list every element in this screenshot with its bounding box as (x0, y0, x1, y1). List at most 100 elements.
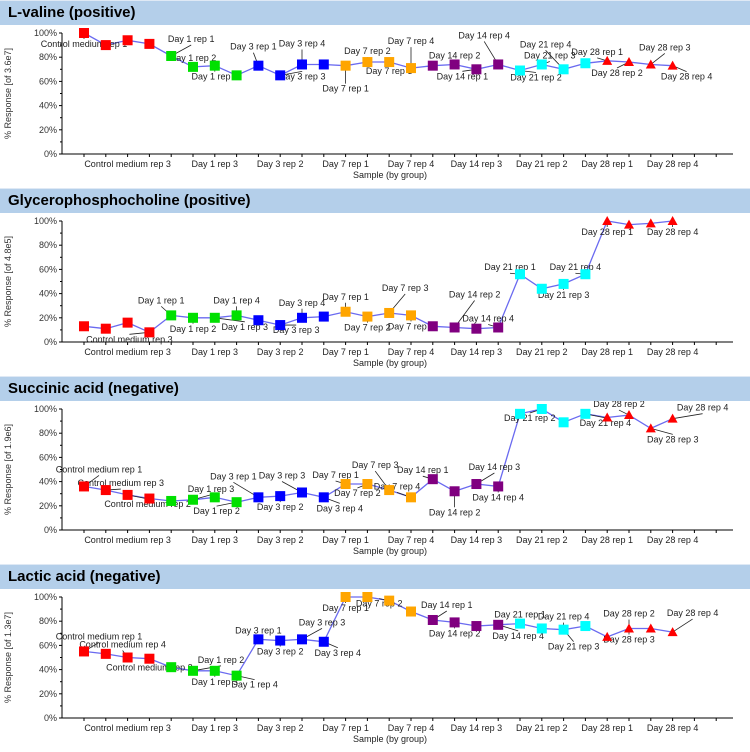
data-point-triangle[interactable] (624, 410, 634, 420)
data-point-triangle[interactable] (602, 412, 613, 422)
data-point-square[interactable] (362, 592, 373, 602)
data-point-square[interactable] (275, 491, 286, 502)
data-point-square[interactable] (362, 57, 373, 68)
data-point-square[interactable] (122, 35, 133, 46)
data-point-square[interactable] (253, 634, 264, 645)
data-point-square[interactable] (297, 312, 307, 323)
data-point-square[interactable] (297, 634, 307, 645)
data-point-square[interactable] (406, 606, 416, 617)
data-point-triangle[interactable] (645, 423, 656, 433)
data-point-square[interactable] (188, 61, 198, 72)
data-point-square[interactable] (166, 50, 177, 61)
data-point-square[interactable] (144, 327, 155, 338)
data-point-square[interactable] (536, 404, 547, 414)
data-point-square[interactable] (79, 28, 89, 38)
data-point-square[interactable] (209, 60, 220, 71)
data-point-triangle[interactable] (602, 55, 613, 65)
data-point-square[interactable] (580, 408, 591, 419)
data-point-square[interactable] (449, 59, 460, 70)
data-point-square[interactable] (580, 621, 591, 632)
data-point-triangle[interactable] (645, 218, 656, 228)
data-point-square[interactable] (515, 618, 525, 629)
data-point-square[interactable] (318, 311, 329, 322)
data-point-square[interactable] (340, 592, 351, 602)
data-point-square[interactable] (384, 595, 395, 606)
data-point-square[interactable] (297, 59, 307, 70)
data-point-square[interactable] (536, 283, 547, 294)
data-point-square[interactable] (188, 665, 198, 676)
data-point-square[interactable] (384, 57, 395, 68)
data-point-square[interactable] (253, 60, 264, 71)
data-point-square[interactable] (275, 635, 286, 646)
data-point-square[interactable] (79, 481, 89, 492)
data-point-square[interactable] (493, 322, 504, 333)
data-point-triangle[interactable] (667, 216, 678, 225)
data-point-triangle[interactable] (624, 623, 634, 633)
data-point-square[interactable] (471, 479, 482, 490)
data-point-square[interactable] (253, 315, 264, 326)
data-point-square[interactable] (471, 323, 482, 334)
data-point-square[interactable] (231, 310, 242, 321)
data-point-square[interactable] (493, 619, 504, 630)
data-point-square[interactable] (100, 40, 111, 51)
data-point-square[interactable] (427, 321, 438, 332)
data-point-square[interactable] (340, 306, 351, 317)
data-point-square[interactable] (188, 494, 198, 505)
data-point-square[interactable] (384, 485, 395, 496)
data-point-square[interactable] (536, 623, 547, 634)
data-point-square[interactable] (493, 481, 504, 492)
data-point-square[interactable] (79, 646, 89, 657)
data-point-square[interactable] (318, 492, 329, 503)
data-point-square[interactable] (79, 321, 89, 332)
data-point-square[interactable] (536, 59, 547, 70)
data-point-square[interactable] (558, 64, 569, 75)
data-point-square[interactable] (209, 492, 220, 503)
data-point-square[interactable] (100, 323, 111, 334)
data-point-square[interactable] (471, 64, 482, 75)
data-point-square[interactable] (406, 492, 416, 503)
data-point-square[interactable] (558, 278, 569, 289)
data-point-triangle[interactable] (624, 219, 634, 229)
data-point-square[interactable] (580, 58, 591, 69)
data-point-square[interactable] (558, 417, 569, 428)
data-point-square[interactable] (275, 320, 286, 331)
data-point-square[interactable] (427, 60, 438, 71)
data-point-square[interactable] (166, 495, 177, 506)
data-point-square[interactable] (100, 485, 111, 496)
data-point-square[interactable] (209, 312, 220, 323)
data-point-square[interactable] (471, 621, 482, 632)
data-point-square[interactable] (231, 70, 242, 81)
data-point-square[interactable] (144, 38, 155, 49)
data-point-triangle[interactable] (645, 623, 656, 633)
data-point-square[interactable] (580, 269, 591, 280)
data-point-square[interactable] (166, 310, 177, 321)
data-point-square[interactable] (340, 60, 351, 71)
data-point-triangle[interactable] (667, 627, 678, 637)
data-point-triangle[interactable] (602, 216, 613, 225)
data-point-square[interactable] (122, 652, 133, 663)
data-point-square[interactable] (253, 492, 264, 503)
data-point-triangle[interactable] (667, 413, 678, 423)
data-point-square[interactable] (231, 670, 242, 681)
data-point-square[interactable] (188, 312, 198, 323)
data-point-square[interactable] (275, 70, 286, 81)
data-point-triangle[interactable] (602, 631, 613, 641)
data-point-square[interactable] (166, 662, 177, 673)
data-point-square[interactable] (449, 617, 460, 628)
data-point-square[interactable] (144, 493, 155, 504)
data-point-square[interactable] (406, 63, 416, 74)
data-point-square[interactable] (449, 322, 460, 333)
data-point-triangle[interactable] (624, 57, 634, 67)
data-point-square[interactable] (427, 614, 438, 625)
data-point-square[interactable] (209, 665, 220, 676)
data-point-triangle[interactable] (667, 60, 678, 70)
data-point-square[interactable] (515, 408, 525, 419)
data-point-square[interactable] (122, 489, 133, 500)
data-point-square[interactable] (100, 648, 111, 659)
data-point-square[interactable] (318, 59, 329, 70)
data-point-square[interactable] (427, 474, 438, 485)
data-point-square[interactable] (406, 310, 416, 321)
data-point-square[interactable] (122, 317, 133, 328)
data-point-square[interactable] (493, 59, 504, 70)
data-point-square[interactable] (318, 636, 329, 647)
